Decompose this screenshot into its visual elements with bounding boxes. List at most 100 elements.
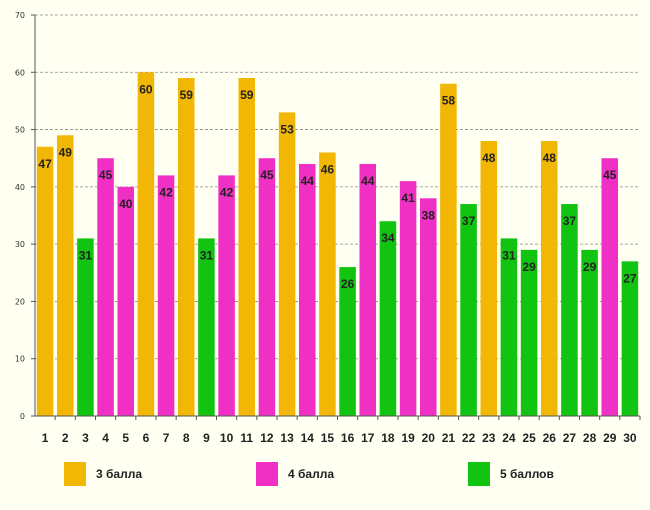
data-label-24: 31 bbox=[502, 248, 516, 262]
y-tick-label-70: 70 bbox=[15, 11, 25, 20]
y-tick-label-10: 10 bbox=[15, 355, 25, 364]
x-tick-label-4: 4 bbox=[102, 431, 109, 445]
x-tick-label-22: 22 bbox=[462, 431, 476, 445]
x-tick-label-24: 24 bbox=[502, 431, 516, 445]
x-tick-label-9: 9 bbox=[203, 431, 210, 445]
x-tick-label-7: 7 bbox=[163, 431, 170, 445]
data-label-27: 37 bbox=[563, 214, 577, 228]
y-axis-ticks: 0 10 20 30 40 50 60 70 bbox=[15, 11, 35, 421]
data-label-29: 45 bbox=[603, 168, 617, 182]
data-label-11: 59 bbox=[240, 88, 254, 102]
y-tick-label-60: 60 bbox=[15, 68, 25, 77]
x-tick-label-5: 5 bbox=[122, 431, 129, 445]
x-tick-label-3: 3 bbox=[82, 431, 89, 445]
legend-swatch-4 bbox=[256, 462, 278, 486]
data-label-28: 29 bbox=[583, 260, 597, 274]
bar-25 bbox=[520, 249, 538, 416]
data-label-3: 31 bbox=[79, 248, 93, 262]
data-label-22: 37 bbox=[462, 214, 476, 228]
legend-swatch-5 bbox=[468, 462, 490, 486]
x-tick-label-19: 19 bbox=[401, 431, 415, 445]
data-label-7: 42 bbox=[159, 185, 173, 199]
bar-27 bbox=[561, 204, 578, 416]
data-label-20: 38 bbox=[422, 208, 436, 222]
bar-23 bbox=[480, 141, 498, 416]
bar-21 bbox=[440, 83, 457, 416]
x-tick-label-18: 18 bbox=[381, 431, 395, 445]
y-tick-label-40: 40 bbox=[15, 183, 25, 192]
data-label-25: 29 bbox=[522, 260, 536, 274]
data-label-19: 41 bbox=[401, 191, 415, 205]
data-label-6: 60 bbox=[139, 82, 153, 96]
bar-17 bbox=[359, 163, 377, 416]
data-label-13: 53 bbox=[280, 122, 294, 136]
x-tick-label-23: 23 bbox=[482, 431, 496, 445]
bar-20 bbox=[419, 198, 437, 416]
y-tick-label-20: 20 bbox=[15, 297, 25, 306]
bar-13 bbox=[278, 112, 296, 416]
bar-28 bbox=[581, 249, 598, 416]
x-tick-label-28: 28 bbox=[583, 431, 597, 445]
bar-18 bbox=[379, 221, 397, 416]
x-tick-label-1: 1 bbox=[42, 431, 49, 445]
x-tick-label-25: 25 bbox=[522, 431, 536, 445]
bar-5 bbox=[117, 186, 135, 416]
data-label-18: 34 bbox=[381, 231, 395, 245]
data-label-23: 48 bbox=[482, 151, 496, 165]
data-label-17: 44 bbox=[361, 174, 375, 188]
bar-10 bbox=[218, 175, 235, 416]
bar-24 bbox=[500, 238, 518, 416]
x-tick-label-10: 10 bbox=[220, 431, 234, 445]
bar-16 bbox=[339, 267, 356, 416]
x-tick-label-15: 15 bbox=[321, 431, 335, 445]
data-label-2: 49 bbox=[59, 145, 73, 159]
data-label-14: 44 bbox=[301, 174, 315, 188]
legend-label-4: 4 балла bbox=[288, 467, 335, 481]
data-label-12: 45 bbox=[260, 168, 274, 182]
x-tick-label-29: 29 bbox=[603, 431, 617, 445]
data-label-1: 47 bbox=[38, 157, 52, 171]
bar-14 bbox=[298, 163, 316, 416]
data-label-5: 40 bbox=[119, 197, 133, 211]
legend-label-3: 3 балла bbox=[96, 467, 143, 481]
data-label-21: 58 bbox=[442, 94, 456, 108]
bar-2 bbox=[56, 135, 74, 417]
gridlines bbox=[35, 14, 640, 360]
x-tick-label-13: 13 bbox=[280, 431, 294, 445]
bar-26 bbox=[540, 141, 558, 416]
legend-item-5: 5 баллов bbox=[468, 462, 554, 486]
bar-12 bbox=[258, 158, 276, 416]
x-tick-label-26: 26 bbox=[543, 431, 557, 445]
x-tick-label-20: 20 bbox=[422, 431, 436, 445]
x-tick-label-27: 27 bbox=[563, 431, 577, 445]
data-label-16: 26 bbox=[341, 277, 355, 291]
x-tick-label-17: 17 bbox=[361, 431, 375, 445]
data-label-4: 45 bbox=[99, 168, 113, 182]
x-axis-ticks: 1 2 3 4 5 6 7 8 9 10 11 12 13 14 15 16 17 18 19 20 21 22 23 24 2… bbox=[42, 416, 641, 445]
bar-30 bbox=[621, 261, 639, 416]
bar-3 bbox=[77, 238, 94, 416]
x-tick-label-11: 11 bbox=[240, 431, 253, 445]
bars bbox=[36, 72, 639, 417]
data-label-30: 27 bbox=[623, 271, 637, 285]
bar-29 bbox=[601, 158, 619, 416]
bar-7 bbox=[157, 175, 175, 416]
bar-8 bbox=[177, 78, 195, 416]
y-tick-label-30: 30 bbox=[15, 240, 25, 249]
bar-15 bbox=[319, 152, 336, 416]
legend-label-5: 5 баллов bbox=[500, 467, 554, 481]
data-label-9: 31 bbox=[200, 248, 214, 262]
x-tick-label-2: 2 bbox=[62, 431, 69, 445]
legend-swatch-3 bbox=[64, 462, 86, 486]
x-tick-label-30: 30 bbox=[623, 431, 637, 445]
x-tick-label-16: 16 bbox=[341, 431, 355, 445]
bar-11 bbox=[238, 78, 256, 416]
bar-9 bbox=[198, 238, 215, 416]
x-tick-label-6: 6 bbox=[143, 431, 150, 445]
bar-22 bbox=[460, 204, 477, 416]
x-tick-label-8: 8 bbox=[183, 431, 190, 445]
bar-1 bbox=[36, 146, 54, 416]
bar-6 bbox=[137, 72, 155, 417]
data-labels: 47 49 31 45 40 60 42 59 31 42 59 45 53 44 46 26 44 34 41 38… bbox=[38, 82, 637, 291]
